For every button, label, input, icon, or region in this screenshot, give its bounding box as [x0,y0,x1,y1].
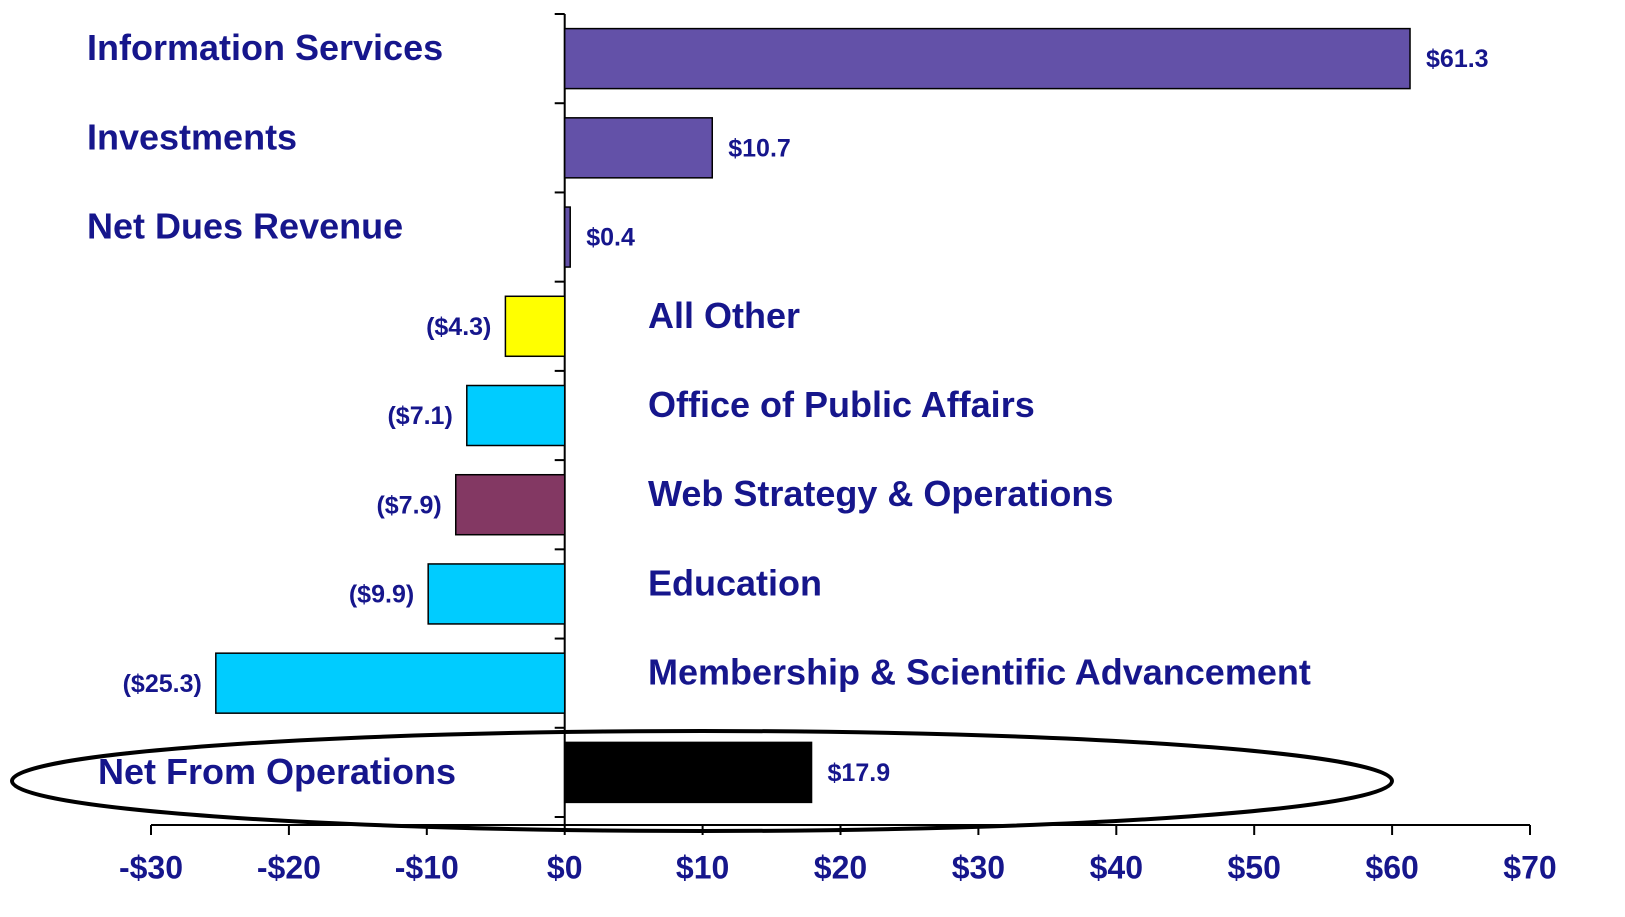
bar [215,652,566,714]
value-label: ($7.9) [376,491,441,519]
value-label: $61.3 [1426,45,1489,73]
bar [504,295,566,358]
x-tick-label: $0 [547,849,583,885]
category-label: All Other [648,295,800,336]
value-label: $0.4 [586,224,635,252]
bar [427,563,566,625]
bar [466,384,566,447]
category-label: Investments [87,116,297,157]
value-label: $10.7 [728,134,791,162]
x-tick-label: $50 [1228,849,1281,885]
category-label: Education [648,562,822,603]
x-tick-label: $40 [1090,849,1143,885]
category-label: Office of Public Affairs [648,384,1035,425]
category-label: Membership & Scientific Advancement [648,652,1311,693]
x-tick-label: -$10 [395,849,459,885]
category-label: Information Services [87,27,443,68]
x-tick-label: $30 [952,849,1005,885]
category-label: Web Strategy & Operations [648,473,1113,514]
bar [563,27,1411,90]
category-label: Net Dues Revenue [87,206,403,247]
x-tick-label: $70 [1503,849,1556,885]
bar [455,473,566,536]
x-tick-label: -$30 [119,849,183,885]
value-label: ($7.1) [387,402,452,430]
x-tick-label: $20 [814,849,867,885]
x-tick-label: $10 [676,849,729,885]
bar [563,206,571,268]
x-tick-label: $60 [1365,849,1418,885]
bar [563,741,813,804]
category-label: Net From Operations [98,751,456,792]
value-label: ($9.9) [349,581,414,609]
bar [563,117,714,179]
value-label: ($4.3) [426,313,491,341]
value-label: $17.9 [828,759,891,787]
value-label: ($25.3) [123,670,202,698]
x-tick-label: -$20 [257,849,321,885]
